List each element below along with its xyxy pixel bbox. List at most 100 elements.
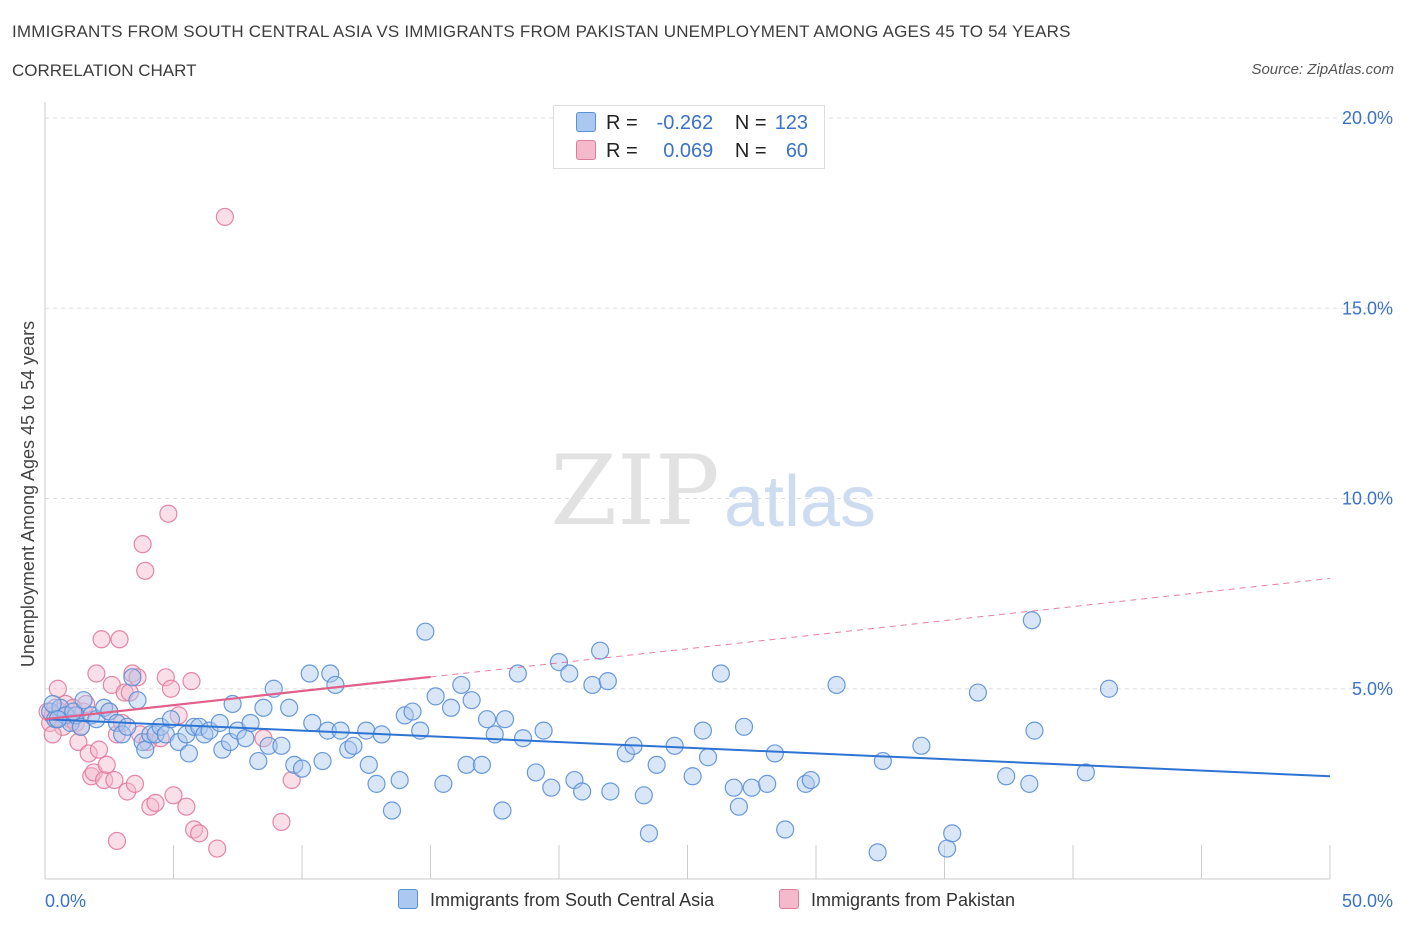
point-pakistan-29 (107, 831, 127, 851)
point-south-central-asia-78 (495, 710, 515, 729)
x-tick-label-max: 50.0% (1342, 891, 1393, 911)
legend-n-label: N = (734, 140, 767, 162)
point-south-central-asia-59 (359, 755, 378, 774)
point-south-central-asia-83 (542, 778, 561, 797)
point-pakistan-31 (110, 630, 129, 649)
bottom-legend-label-blue: Immigrants from South Central Asia (430, 890, 715, 910)
series-south-central-asia-points (41, 611, 1119, 862)
point-pakistan-24 (95, 770, 114, 790)
point-south-central-asia-98 (683, 767, 702, 786)
y-tick-label-3: 20.0% (1342, 108, 1393, 128)
y-axis-label: Unemployment Among Ages 45 to 54 years (18, 321, 38, 667)
point-south-central-asia-54 (326, 675, 345, 695)
legend-swatch-blue (576, 112, 596, 132)
point-pakistan-14 (69, 732, 88, 752)
point-pakistan-21 (87, 664, 106, 683)
point-south-central-asia-95 (639, 824, 659, 843)
point-south-central-asia-82 (534, 721, 553, 740)
point-south-central-asia-89 (591, 641, 610, 660)
x-tick-label-min: 0.0% (45, 891, 86, 911)
bottom-legend-item-south-central-asia[interactable]: Immigrants from South Central Asia (398, 889, 714, 911)
point-south-central-asia-67 (416, 622, 435, 641)
point-south-central-asia-58 (357, 721, 376, 740)
point-south-central-asia-69 (434, 774, 453, 793)
point-south-central-asia-71 (452, 675, 471, 695)
trend-line-pink-solid (44, 675, 431, 721)
point-south-central-asia-7 (71, 717, 91, 736)
point-south-central-asia-72 (457, 755, 476, 774)
point-pakistan-12 (43, 725, 62, 744)
point-south-central-asia-119 (1020, 774, 1039, 793)
point-south-central-asia-101 (711, 664, 731, 683)
point-pakistan-38 (128, 668, 147, 687)
point-south-central-asia-35 (213, 740, 232, 759)
point-south-central-asia-96 (647, 755, 666, 774)
point-pakistan-25 (97, 755, 116, 774)
point-south-central-asia-50 (303, 713, 322, 733)
point-south-central-asia-51 (313, 751, 332, 771)
legend-r-label: R = (606, 112, 638, 134)
point-pakistan-58 (272, 812, 291, 832)
point-south-central-asia-112 (868, 843, 887, 862)
point-pakistan-34 (118, 782, 137, 801)
point-south-central-asia-19 (128, 691, 147, 710)
watermark: ZIP atlas (550, 435, 876, 547)
point-pakistan-56 (215, 207, 234, 227)
point-south-central-asia-21 (136, 740, 155, 759)
point-pakistan-48 (161, 679, 181, 698)
point-south-central-asia-41 (249, 751, 268, 771)
point-south-central-asia-70 (441, 698, 461, 717)
point-pakistan-49 (164, 786, 183, 805)
point-pakistan-59 (282, 770, 301, 790)
point-south-central-asia-45 (272, 736, 291, 755)
point-south-central-asia-116 (943, 824, 962, 843)
legend-swatch-pink (576, 140, 596, 160)
point-pakistan-54 (190, 824, 209, 843)
legend-n-label: N = (734, 112, 767, 134)
trend-line-pink-dashed (430, 577, 1331, 678)
point-south-central-asia-81 (526, 763, 545, 782)
point-south-central-asia-99 (693, 721, 713, 740)
legend-row-blue: R = -0.262 N = 123 (576, 112, 808, 138)
point-south-central-asia-122 (1076, 763, 1095, 782)
grid (45, 117, 1385, 690)
point-pakistan-22 (89, 740, 109, 759)
y-tick-label-0: 5.0% (1352, 679, 1393, 699)
point-south-central-asia-110 (801, 770, 820, 790)
point-south-central-asia-27 (169, 732, 188, 752)
point-south-central-asia-18 (123, 668, 142, 687)
point-south-central-asia-43 (259, 736, 278, 755)
point-south-central-asia-91 (601, 782, 620, 801)
point-pakistan-44 (146, 793, 165, 813)
point-south-central-asia-105 (742, 778, 761, 797)
point-south-central-asia-6 (43, 694, 62, 714)
point-pakistan-55 (208, 839, 227, 858)
point-south-central-asia-77 (493, 801, 512, 820)
point-south-central-asia-73 (462, 691, 481, 710)
point-south-central-asia-29 (179, 744, 199, 763)
point-pakistan-13 (48, 679, 67, 698)
legend-r-value-pink: 0.069 (663, 140, 714, 162)
point-south-central-asia-22 (141, 725, 160, 744)
point-south-central-asia-97 (665, 736, 684, 755)
point-south-central-asia-121 (1025, 721, 1044, 740)
point-south-central-asia-10 (74, 691, 93, 710)
point-south-central-asia-46 (280, 698, 299, 717)
bottom-legend-item-pakistan[interactable]: Immigrants from Pakistan (779, 889, 1015, 911)
point-south-central-asia-107 (765, 744, 784, 763)
point-south-central-asia-113 (873, 751, 892, 771)
point-south-central-asia-42 (254, 698, 273, 717)
point-south-central-asia-17 (118, 717, 137, 736)
point-pakistan-35 (120, 683, 139, 702)
point-pakistan-37 (125, 774, 145, 793)
point-pakistan-23 (92, 630, 111, 649)
point-south-central-asia-115 (937, 839, 957, 858)
point-south-central-asia-57 (344, 736, 363, 755)
point-south-central-asia-88 (583, 675, 602, 695)
point-south-central-asia-53 (321, 664, 340, 683)
trend-lines (44, 577, 1331, 778)
chart-title: IMMIGRANTS FROM SOUTH CENTRAL ASIA VS IM… (12, 22, 1071, 41)
point-pakistan-52 (182, 672, 201, 691)
chart-subtitle: CORRELATION CHART (12, 61, 197, 80)
